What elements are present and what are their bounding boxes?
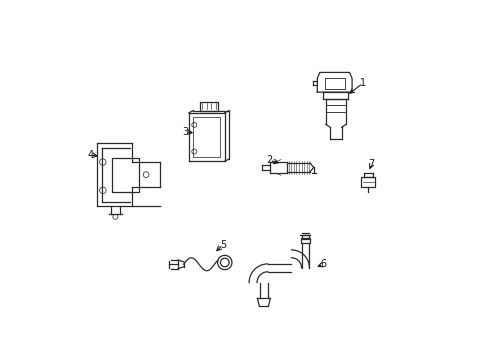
Text: 4: 4: [87, 150, 93, 160]
Text: 2: 2: [266, 155, 272, 165]
Bar: [193, 117, 220, 157]
Text: 1: 1: [359, 78, 365, 88]
Bar: [301, 238, 309, 243]
Bar: [200, 102, 217, 111]
Bar: [361, 177, 374, 187]
Text: 7: 7: [368, 159, 374, 169]
Text: 6: 6: [320, 259, 326, 269]
Bar: [325, 78, 344, 89]
Bar: [112, 158, 139, 192]
Text: 3: 3: [182, 127, 188, 136]
Bar: [302, 235, 308, 239]
Text: 5: 5: [220, 239, 225, 249]
